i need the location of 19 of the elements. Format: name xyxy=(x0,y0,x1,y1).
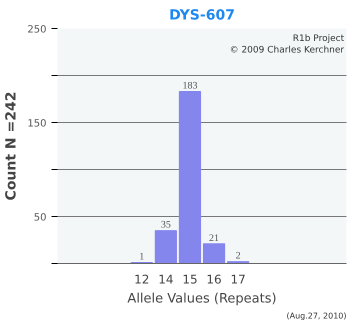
data-label: 35 xyxy=(160,220,171,231)
y-tick-label: 50 xyxy=(34,212,47,224)
data-label: 183 xyxy=(182,80,198,92)
data-label: 1 xyxy=(139,252,144,263)
x-tick-label: 14 xyxy=(158,272,174,286)
text: (Aug.27, 2010) xyxy=(286,312,346,320)
data-label: 2 xyxy=(236,250,241,262)
x-tick-label: 17 xyxy=(230,272,246,286)
y-tick-label: 150 xyxy=(27,118,47,130)
y-tick-label: 250 xyxy=(27,24,47,36)
y-axis-title: Count N =242 xyxy=(3,92,20,200)
x-tick-label: 12 xyxy=(134,272,150,286)
chart-title: DYS-607 xyxy=(169,8,235,24)
annotation: © 2009 Charles Kerchner xyxy=(230,45,344,56)
x-tick-label: 15 xyxy=(182,272,198,286)
x-tick-label: 16 xyxy=(206,272,222,286)
annotation: R1b Project xyxy=(292,34,345,44)
data-label: 21 xyxy=(209,232,220,244)
x-axis-title: Allele Values (Repeats) xyxy=(127,292,277,306)
